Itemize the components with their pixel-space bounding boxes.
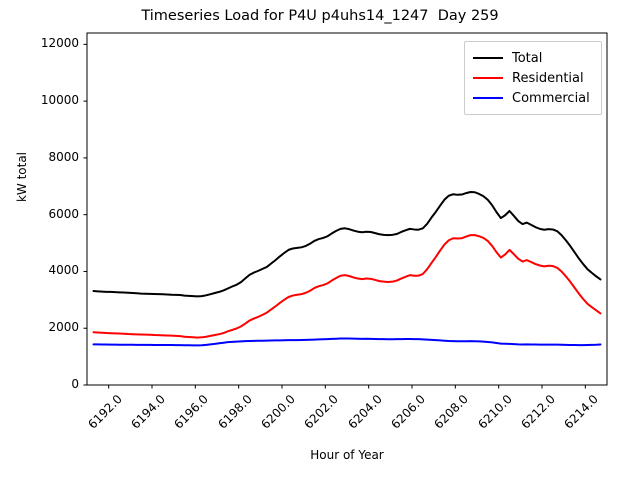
legend-swatch-residential <box>473 77 503 79</box>
legend-label-total: Total <box>512 50 543 66</box>
series-lines <box>92 190 602 347</box>
series-line-residential <box>92 234 602 339</box>
series-line-commercial <box>92 337 602 347</box>
axes-frame <box>86 32 608 386</box>
chart-title: Timeseries Load for P4U p4uhs14_1247 Day… <box>141 8 499 24</box>
axis-ticks <box>83 43 586 389</box>
legend-label-commercial: Commercial <box>512 90 590 106</box>
y-tick-label: 12000 <box>40 36 79 51</box>
legend-swatch-total <box>473 57 503 59</box>
legend-item-commercial: Commercial <box>473 88 593 108</box>
y-tick-label: 6000 <box>48 206 79 221</box>
x-axis-label: Hour of Year <box>310 448 384 462</box>
y-tick-label: 2000 <box>48 320 79 335</box>
legend-label-residential: Residential <box>512 70 584 86</box>
legend-item-residential: Residential <box>473 68 593 88</box>
series-line-total <box>92 190 602 298</box>
legend-swatch-commercial <box>473 97 503 99</box>
chart-legend: Total Residential Commercial <box>464 41 602 115</box>
y-tick-label: 8000 <box>48 149 79 164</box>
y-tick-label: 10000 <box>40 93 79 108</box>
y-tick-label: 0 <box>71 377 79 391</box>
legend-item-total: Total <box>473 48 593 68</box>
y-tick-label: 4000 <box>48 263 79 278</box>
